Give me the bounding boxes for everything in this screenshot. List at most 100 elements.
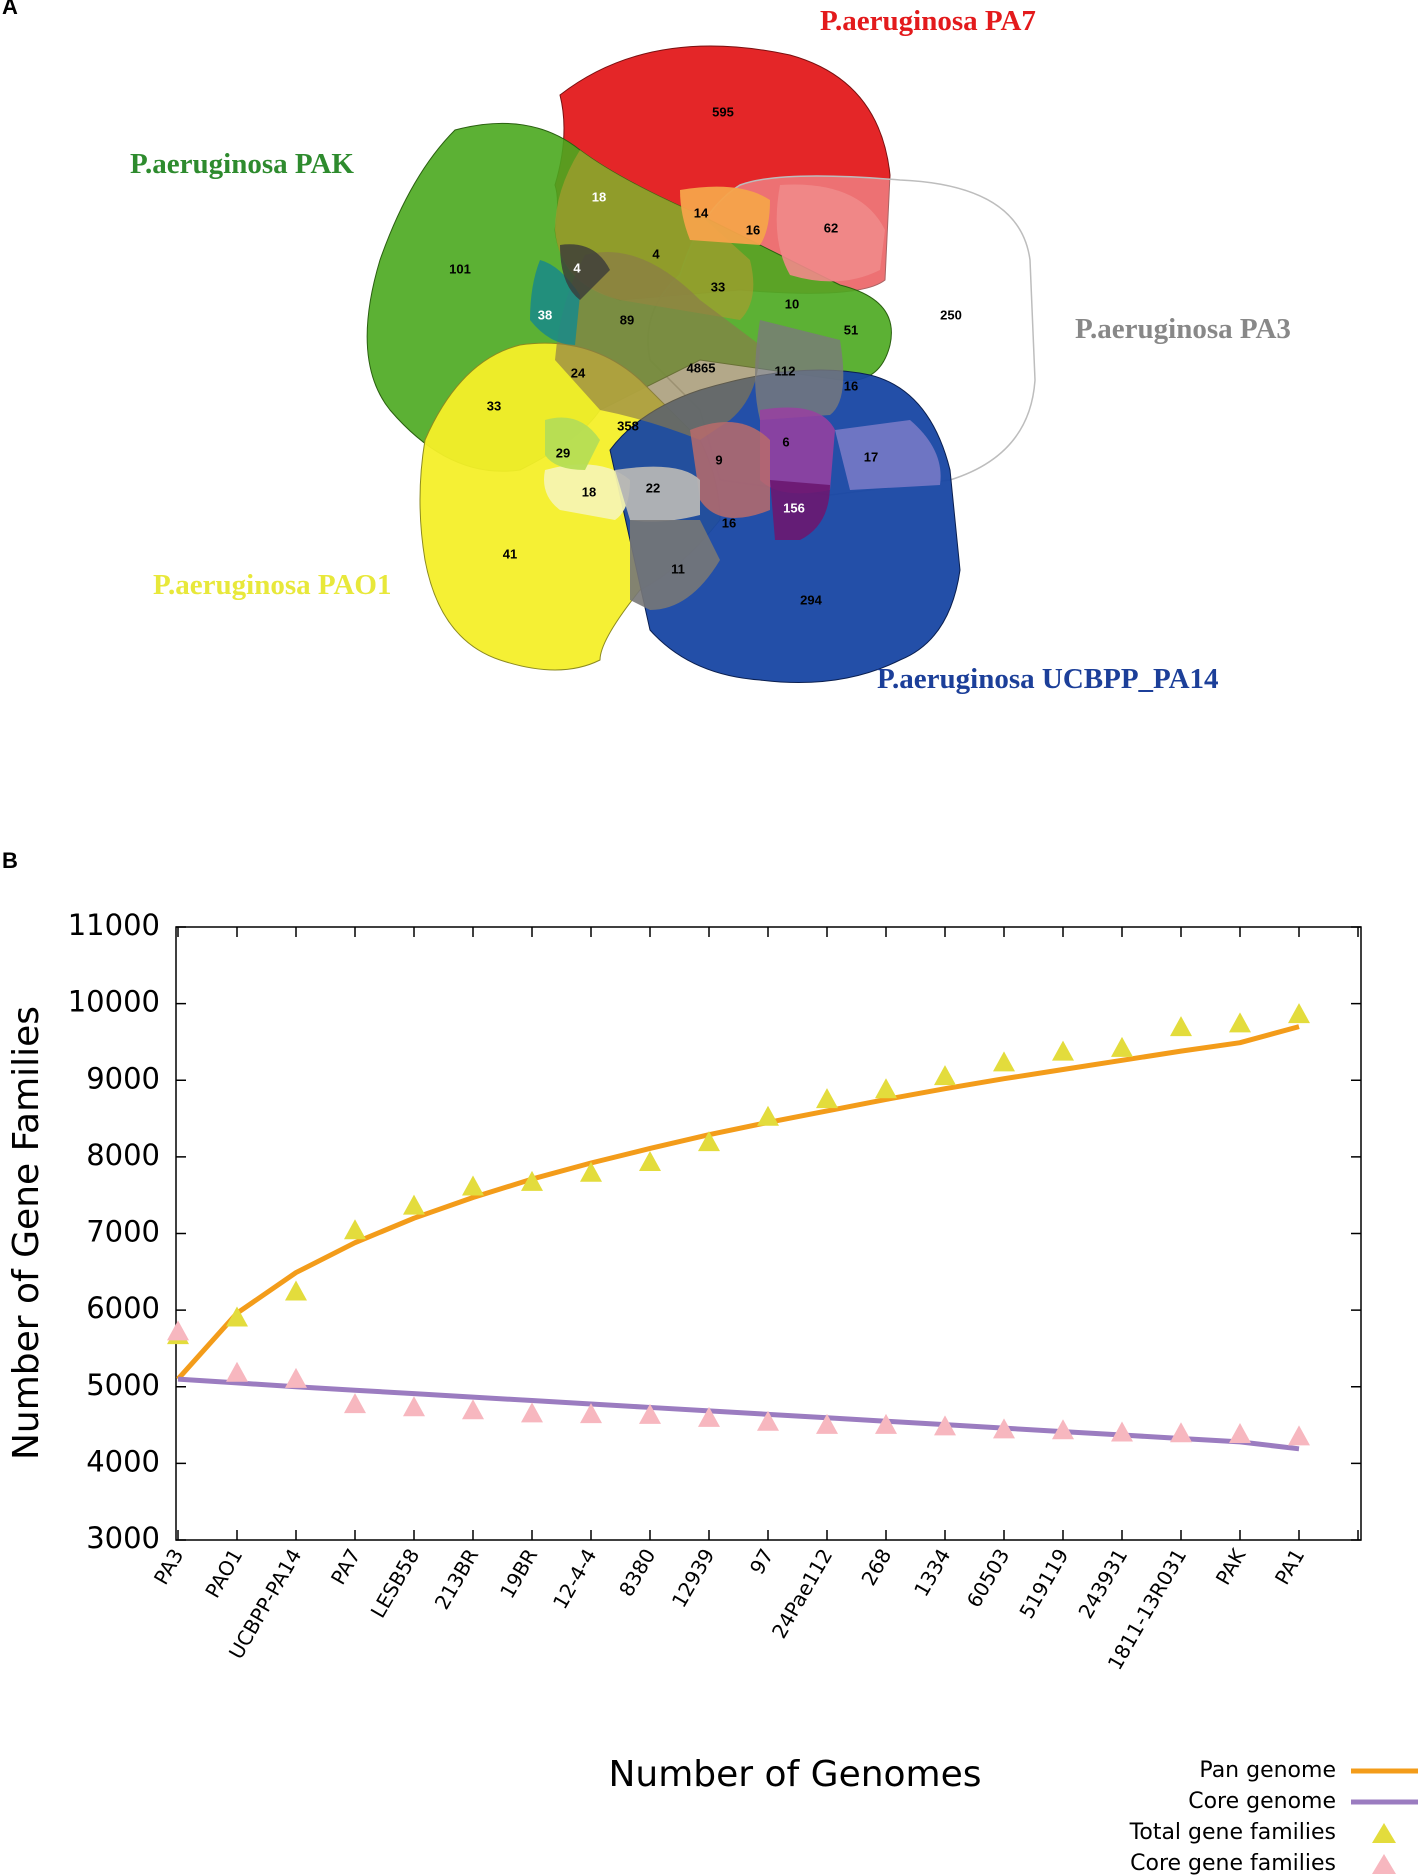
venn-region-count: 9: [715, 452, 722, 467]
marker-core-gene-families: [344, 1393, 366, 1414]
x-tick-label: PA1: [1270, 1545, 1309, 1589]
x-tick-label: PAO1: [200, 1545, 247, 1603]
marker-total-gene-families: [580, 1161, 602, 1182]
marker-core-gene-families: [285, 1367, 307, 1388]
marker-total-gene-families: [639, 1151, 661, 1172]
marker-total-gene-families: [344, 1219, 366, 1240]
venn-region-count: 33: [487, 398, 501, 413]
venn-region-count: 18: [592, 189, 606, 204]
x-tick-label: 519119: [1014, 1545, 1073, 1623]
venn-label-pa3: P.aeruginosa PA3: [1075, 313, 1291, 345]
venn-region-count: 6: [782, 434, 789, 449]
legend-label-pan: Pan genome: [1199, 1758, 1336, 1783]
panel-a-label: A: [2, 0, 18, 19]
marker-total-gene-families: [993, 1051, 1015, 1072]
x-tick-label: 8380: [614, 1545, 660, 1601]
y-axis: 3000 4000 5000 6000 7000 8000 9000 10000 11000: [68, 908, 1361, 1555]
marker-core-gene-families: [1288, 1425, 1310, 1446]
venn-region-count: 24: [571, 365, 586, 380]
venn-region-count: 16: [746, 222, 760, 237]
marker-total-gene-families: [1111, 1036, 1133, 1057]
y-tick-label: 7000: [86, 1215, 160, 1249]
marker-total-gene-families: [521, 1170, 543, 1191]
marker-total-gene-families: [757, 1105, 779, 1126]
venn-overlap-lime: [545, 417, 600, 470]
venn-overlap-rose: [690, 422, 770, 518]
legend-marker-core-families: [1372, 1854, 1396, 1874]
venn-overlap-silver: [615, 466, 700, 522]
x-tick-label: 19BR: [495, 1544, 542, 1602]
venn-overlap-core: [555, 252, 760, 440]
marker-core-gene-families: [403, 1396, 425, 1417]
legend-marker-total: [1372, 1823, 1396, 1843]
marker-total-gene-families: [1052, 1040, 1074, 1061]
marker-total-gene-families: [462, 1175, 484, 1196]
marker-total-gene-families: [285, 1280, 307, 1301]
marker-core-gene-families: [1111, 1421, 1133, 1442]
x-tick-label: 243931: [1073, 1545, 1132, 1623]
series-markers: [167, 1003, 1310, 1446]
marker-total-gene-families: [816, 1088, 838, 1109]
legend-label-core: Core genome: [1188, 1789, 1336, 1814]
marker-core-gene-families: [993, 1418, 1015, 1439]
marker-core-gene-families: [1170, 1422, 1192, 1443]
y-tick-label: 10000: [68, 985, 160, 1019]
x-tick-label: 60503: [962, 1545, 1015, 1612]
venn-region-count: 22: [646, 480, 660, 495]
marker-core-gene-families: [1052, 1419, 1074, 1440]
marker-core-gene-families: [757, 1410, 779, 1431]
marker-core-gene-families: [580, 1403, 602, 1424]
series-line-pan-genome: [176, 1024, 1300, 1381]
venn-region-count: 16: [844, 378, 858, 393]
venn-region-count: 29: [556, 445, 570, 460]
x-tick-label: PA7: [326, 1545, 365, 1589]
venn-label-pa7: P.aeruginosa PA7: [820, 5, 1036, 37]
marker-core-gene-families: [639, 1403, 661, 1424]
x-tick-label: 213BR: [430, 1544, 484, 1613]
marker-total-gene-families: [875, 1078, 897, 1099]
venn-overlap-magenta: [770, 480, 830, 540]
x-tick-label: 1334: [909, 1545, 955, 1601]
venn-overlap-light: [544, 464, 630, 520]
chart-legend: Pan genome Core genome Total gene famili…: [1129, 1758, 1418, 1876]
y-axis-title: Number of Gene Families: [6, 1006, 47, 1460]
x-tick-label: 97: [745, 1545, 779, 1579]
venn-label-pak: P.aeruginosa PAK: [130, 148, 354, 180]
y-tick-label: 5000: [86, 1368, 160, 1402]
venn-label-pao1: P.aeruginosa PAO1: [153, 569, 391, 601]
y-tick-label: 3000: [86, 1521, 160, 1555]
legend-label-core-families: Core gene families: [1130, 1851, 1336, 1876]
venn-region-count: 18: [582, 484, 596, 499]
venn-region-count: 4865: [687, 360, 716, 375]
x-tick-label: 268: [856, 1545, 896, 1590]
venn-region-count: 11: [671, 561, 685, 576]
marker-total-gene-families: [1170, 1016, 1192, 1037]
marker-total-gene-families: [1229, 1012, 1251, 1033]
venn-region-count: 17: [864, 449, 878, 464]
venn-diagram: P.aeruginosa PA7 P.aeruginosa PAK P.aeru…: [130, 5, 1291, 695]
venn-region-count: 16: [722, 515, 736, 530]
marker-core-gene-families: [875, 1413, 897, 1434]
venn-region-count: 51: [844, 322, 858, 337]
venn-region-count: 38: [538, 307, 552, 322]
marker-core-gene-families: [226, 1361, 248, 1382]
venn-overlap-lavender: [835, 420, 941, 490]
legend-label-total: Total gene families: [1129, 1820, 1336, 1845]
venn-region-count: 10: [785, 296, 799, 311]
venn-overlap-slate: [630, 520, 720, 610]
x-tick-label: 12939: [667, 1545, 720, 1612]
venn-region-count: 89: [620, 312, 634, 327]
venn-overlap-purple: [760, 407, 835, 494]
x-tick-label: 12-4-4: [548, 1545, 601, 1614]
marker-total-gene-families: [934, 1065, 956, 1086]
y-tick-label: 4000: [86, 1444, 160, 1478]
x-tick-label: LESB58: [366, 1545, 425, 1623]
marker-core-gene-families: [167, 1320, 189, 1341]
panel-b-label: B: [2, 848, 18, 873]
marker-core-gene-families: [1229, 1423, 1251, 1444]
y-tick-label: 11000: [68, 908, 160, 942]
marker-total-gene-families: [226, 1306, 248, 1327]
venn-region-count: 294: [800, 592, 822, 607]
